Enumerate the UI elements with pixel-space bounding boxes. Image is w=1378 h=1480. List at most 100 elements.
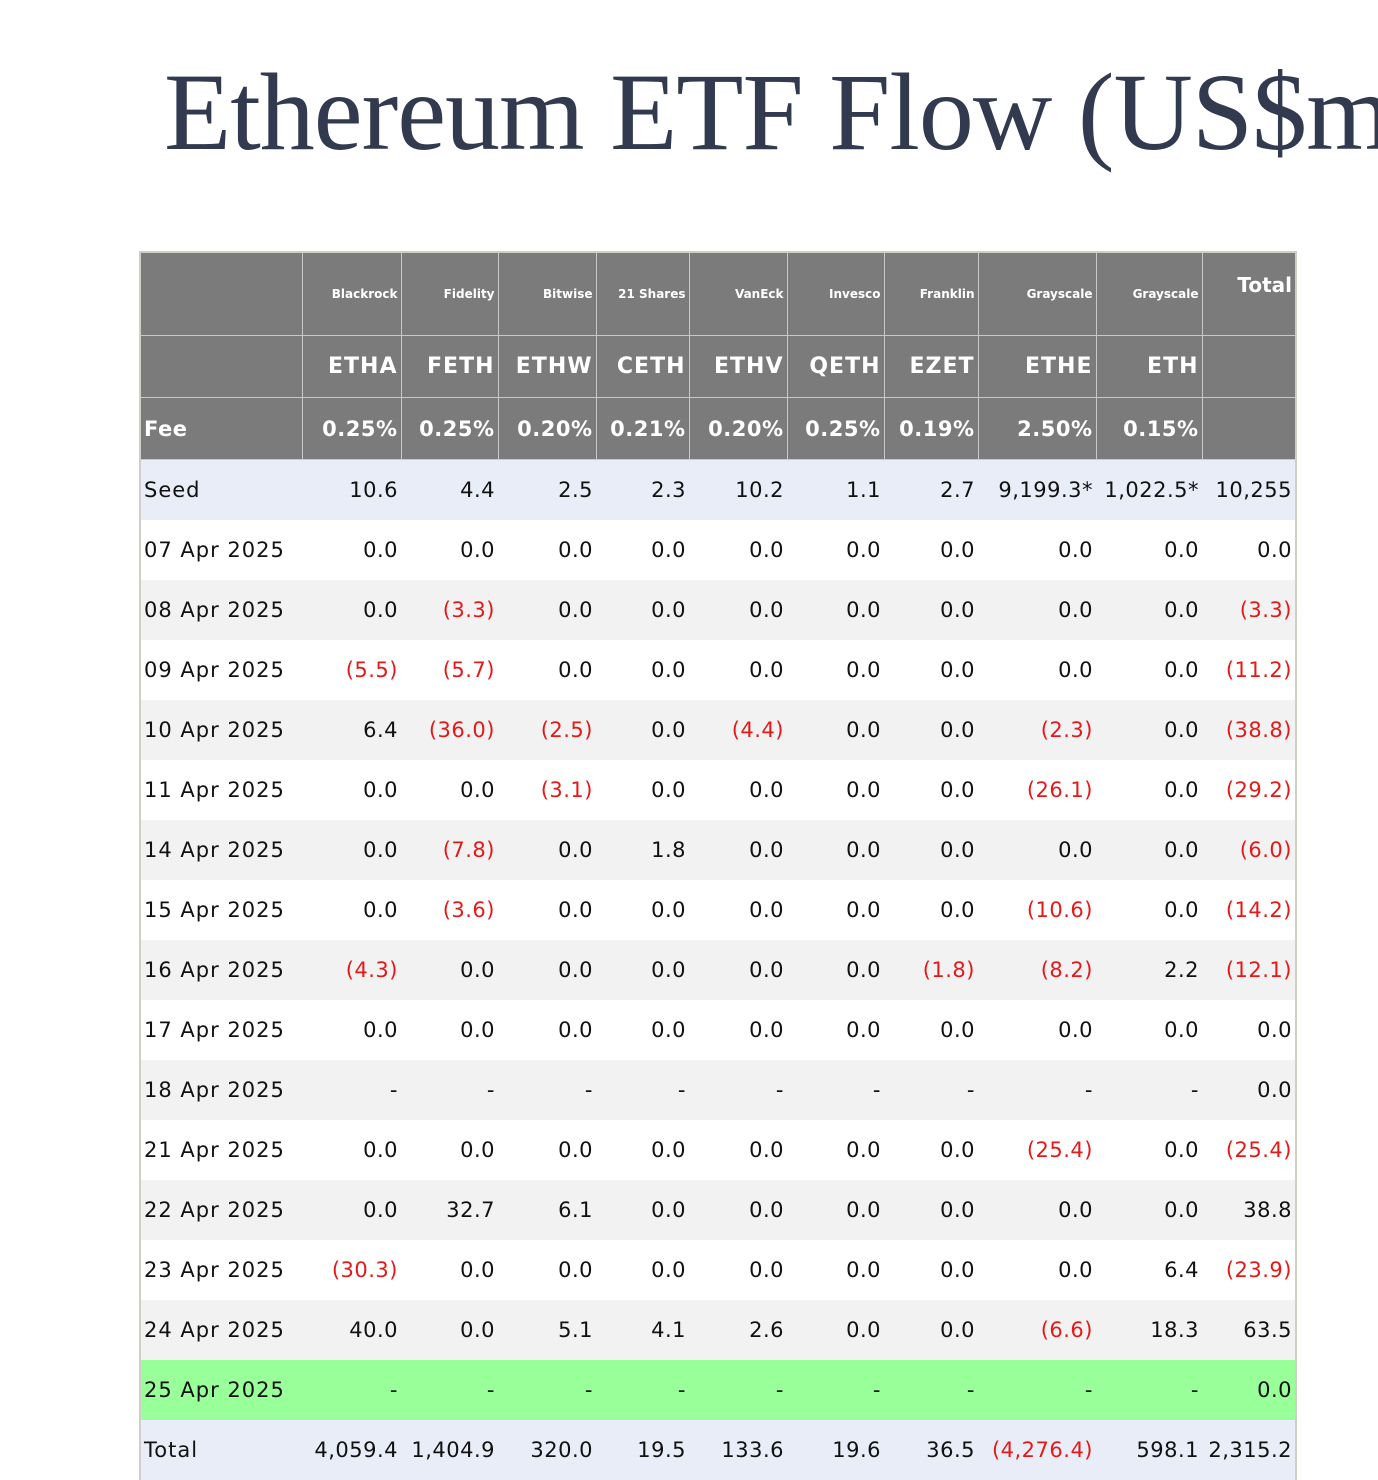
ticker-header: EZET — [884, 336, 978, 398]
flow-cell: 0.0 — [401, 1000, 498, 1060]
flow-cell: 0.0 — [884, 640, 978, 700]
flow-cell: (1.8) — [884, 940, 978, 1000]
table-row: 25 Apr 2025---------0.0 — [141, 1360, 1295, 1420]
row-label: 24 Apr 2025 — [141, 1300, 302, 1360]
flow-cell: 0.0 — [401, 1120, 498, 1180]
page-title: Ethereum ETF Flow (US$m) — [0, 52, 1378, 172]
flow-cell: 1.8 — [596, 820, 689, 880]
flow-cell: 1,404.9 — [401, 1420, 498, 1480]
flow-cell: 0.0 — [689, 760, 787, 820]
issuer-header: Fidelity — [401, 253, 498, 336]
flow-cell: - — [401, 1060, 498, 1120]
flow-cell: 0.0 — [498, 640, 596, 700]
flow-cell: 0.0 — [884, 700, 978, 760]
flow-cell: 0.0 — [689, 580, 787, 640]
row-total-cell: (6.0) — [1202, 820, 1295, 880]
row-label: 08 Apr 2025 — [141, 580, 302, 640]
flow-cell: 0.0 — [596, 700, 689, 760]
flow-cell: 1,022.5* — [1096, 460, 1202, 521]
row-label: 14 Apr 2025 — [141, 820, 302, 880]
total-column-header: Total — [1202, 253, 1295, 336]
header-empty-cell — [1202, 336, 1295, 398]
issuer-header: 21 Shares — [596, 253, 689, 336]
fee-header-row: Fee 0.25% 0.25% 0.20% 0.21% 0.20% 0.25% … — [141, 398, 1295, 460]
flow-cell: 0.0 — [884, 760, 978, 820]
flow-cell: (36.0) — [401, 700, 498, 760]
ticker-header: CETH — [596, 336, 689, 398]
row-label: 09 Apr 2025 — [141, 640, 302, 700]
flow-cell: - — [884, 1060, 978, 1120]
flow-cell: 0.0 — [787, 640, 884, 700]
fee-value: 2.50% — [978, 398, 1096, 460]
fee-value: 0.25% — [787, 398, 884, 460]
flow-cell: - — [1096, 1360, 1202, 1420]
flow-cell: 0.0 — [498, 820, 596, 880]
flow-cell: 0.0 — [1096, 700, 1202, 760]
ticker-header: FETH — [401, 336, 498, 398]
flow-cell: - — [978, 1060, 1096, 1120]
flow-cell: 0.0 — [596, 760, 689, 820]
flow-cell: 0.0 — [787, 1120, 884, 1180]
flow-cell: 4.1 — [596, 1300, 689, 1360]
flow-cell: 19.5 — [596, 1420, 689, 1480]
row-total-cell: (11.2) — [1202, 640, 1295, 700]
flow-cell: 0.0 — [787, 940, 884, 1000]
row-total-cell: (25.4) — [1202, 1120, 1295, 1180]
row-label: 16 Apr 2025 — [141, 940, 302, 1000]
flow-cell: 0.0 — [689, 640, 787, 700]
flow-cell: 0.0 — [302, 880, 401, 940]
flow-cell: 9,199.3* — [978, 460, 1096, 521]
table-row: 18 Apr 2025---------0.0 — [141, 1060, 1295, 1120]
flow-cell: 2.5 — [498, 460, 596, 521]
flow-cell: (6.6) — [978, 1300, 1096, 1360]
flow-cell: 6.1 — [498, 1180, 596, 1240]
flow-cell: (10.6) — [978, 880, 1096, 940]
ticker-header-row: ETHA FETH ETHW CETH ETHV QETH EZET ETHE … — [141, 336, 1295, 398]
flow-cell: - — [302, 1060, 401, 1120]
flow-cell: - — [302, 1360, 401, 1420]
row-total-cell: 38.8 — [1202, 1180, 1295, 1240]
flow-cell: 0.0 — [1096, 1000, 1202, 1060]
flow-cell: 0.0 — [401, 1240, 498, 1300]
issuer-header-row: Blackrock Fidelity Bitwise 21 Shares Van… — [141, 253, 1295, 336]
flow-cell: 0.0 — [689, 880, 787, 940]
flow-cell: 0.0 — [978, 580, 1096, 640]
flow-cell: 0.0 — [884, 580, 978, 640]
flow-cell: 0.0 — [689, 1000, 787, 1060]
flow-cell: (7.8) — [401, 820, 498, 880]
row-label: 21 Apr 2025 — [141, 1120, 302, 1180]
header-corner-cell — [141, 253, 302, 336]
row-label: 23 Apr 2025 — [141, 1240, 302, 1300]
flow-cell: 0.0 — [978, 1240, 1096, 1300]
flow-cell: 0.0 — [498, 580, 596, 640]
header-corner-cell — [141, 336, 302, 398]
row-label: 17 Apr 2025 — [141, 1000, 302, 1060]
row-total-cell: 10,255 — [1202, 460, 1295, 521]
header-empty-cell — [1202, 398, 1295, 460]
flow-cell: 0.0 — [978, 640, 1096, 700]
flow-cell: 10.6 — [302, 460, 401, 521]
flow-cell: 0.0 — [401, 760, 498, 820]
flow-cell: 6.4 — [302, 700, 401, 760]
row-label: 11 Apr 2025 — [141, 760, 302, 820]
flow-cell: - — [498, 1360, 596, 1420]
flow-cell: 2.6 — [689, 1300, 787, 1360]
row-total-cell: 0.0 — [1202, 1000, 1295, 1060]
fee-value: 0.20% — [689, 398, 787, 460]
flow-cell: 0.0 — [787, 1300, 884, 1360]
flow-cell: - — [1096, 1060, 1202, 1120]
flow-cell: 0.0 — [302, 580, 401, 640]
flow-cell: 0.0 — [978, 1180, 1096, 1240]
flow-cell: 0.0 — [596, 580, 689, 640]
flow-cell: 0.0 — [1096, 1120, 1202, 1180]
ticker-header: ETH — [1096, 336, 1202, 398]
flow-cell: 0.0 — [689, 520, 787, 580]
row-total-cell: 0.0 — [1202, 1060, 1295, 1120]
